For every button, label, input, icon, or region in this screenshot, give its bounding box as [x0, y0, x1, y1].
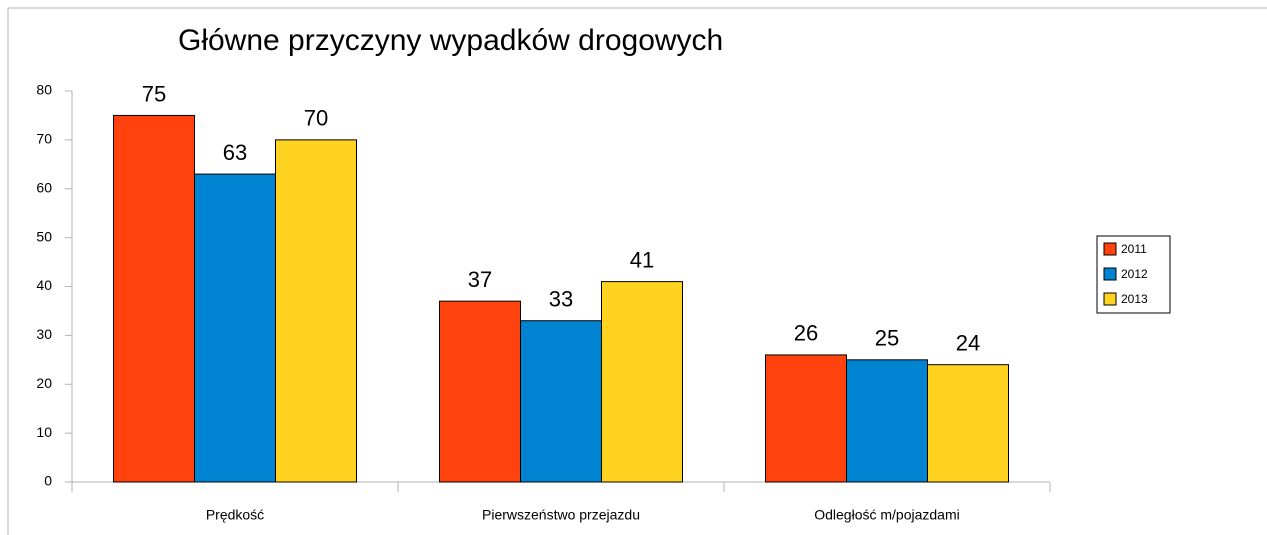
- data-label: 41: [630, 247, 654, 272]
- y-tick-label: 0: [44, 473, 52, 489]
- x-tick-label: Pierwszeństwo przejazdu: [482, 507, 640, 523]
- data-label: 25: [875, 326, 899, 351]
- data-label: 33: [549, 287, 573, 312]
- bar: [520, 320, 602, 483]
- x-tick-label: Prędkość: [206, 507, 264, 523]
- legend-label: 2012: [1121, 267, 1148, 281]
- bar: [194, 173, 276, 483]
- bar: [765, 354, 847, 483]
- y-tick-label: 80: [36, 82, 52, 98]
- y-tick-label: 10: [36, 424, 52, 440]
- data-label: 70: [304, 106, 328, 131]
- chart-title: Główne przyczyny wypadków drogowych: [178, 24, 723, 57]
- y-tick-label: 20: [36, 375, 52, 391]
- data-label: 24: [956, 331, 980, 356]
- bar: [601, 281, 683, 483]
- y-tick-label: 40: [36, 277, 52, 293]
- data-label: 63: [223, 140, 247, 165]
- bar: [439, 300, 521, 483]
- legend-swatch: [1103, 292, 1117, 306]
- y-tick-label: 30: [36, 326, 52, 342]
- data-label: 75: [142, 81, 166, 106]
- data-label: 26: [794, 321, 818, 346]
- y-tick-label: 60: [36, 179, 52, 195]
- bar: [846, 359, 928, 483]
- bar: [113, 114, 195, 483]
- legend-label: 2011: [1121, 242, 1147, 256]
- data-label: 37: [468, 267, 492, 292]
- y-tick-label: 50: [36, 228, 52, 244]
- x-tick-label: Odległość m/pojazdami: [814, 507, 960, 523]
- bar: [275, 139, 357, 483]
- legend-swatch: [1103, 267, 1117, 281]
- y-tick-label: 70: [36, 131, 52, 147]
- legend-label: 2013: [1121, 292, 1148, 306]
- legend-swatch: [1103, 242, 1117, 256]
- bar: [927, 364, 1009, 483]
